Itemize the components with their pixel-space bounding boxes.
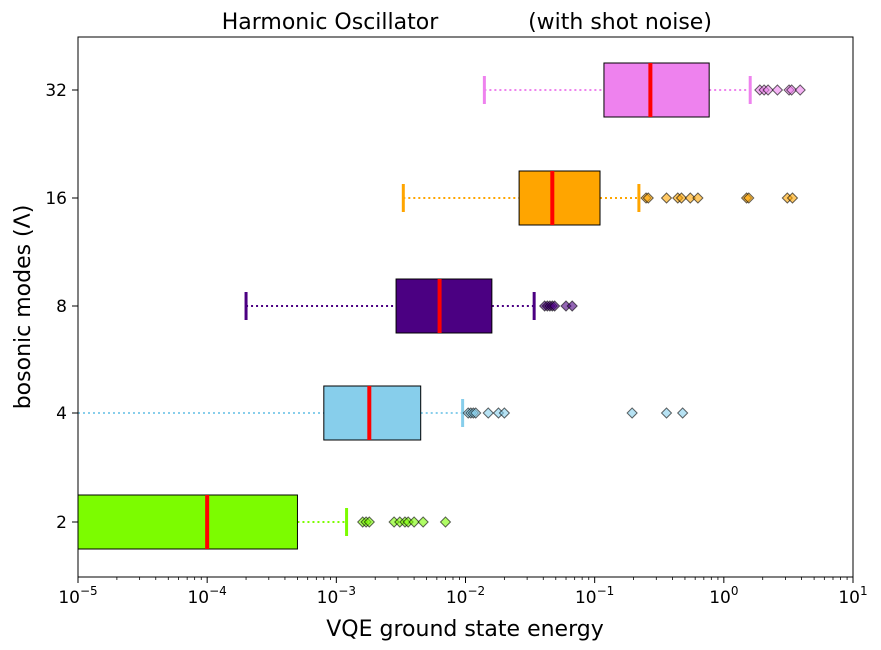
x-tick-label-1: 10−4 — [187, 584, 226, 608]
plot-area: 10−5 10−4 10−3 10−2 10−1 100 101 2 4 8 16 32 — [45, 36, 868, 608]
y-tick-label-32: 32 — [45, 81, 67, 101]
y-tick-label-4: 4 — [56, 404, 67, 424]
box-8 — [395, 278, 493, 334]
outlier-16-5 — [684, 192, 697, 204]
box-4 — [323, 385, 422, 441]
y-tick-label-16: 16 — [45, 189, 67, 209]
x-tick-label-3: 10−2 — [446, 584, 485, 608]
outlier-8-6 — [566, 300, 578, 312]
y-tick-label-8: 8 — [56, 297, 67, 317]
outlier-16-10 — [786, 192, 799, 204]
outlier-2-2 — [363, 516, 376, 528]
outlier-32-2 — [762, 84, 774, 96]
outlier-16-8 — [743, 192, 755, 204]
outlier-4-6 — [498, 407, 511, 419]
x-axis-title: VQE ground state energy — [326, 617, 603, 642]
outlier-2-8 — [417, 516, 429, 528]
outlier-2-7 — [408, 516, 420, 528]
box-32 — [603, 62, 710, 118]
outlier-4-8 — [660, 407, 673, 419]
outlier-16-2 — [660, 192, 673, 204]
box-16 — [518, 170, 601, 226]
outlier-8-4 — [548, 300, 561, 312]
outlier-32-6 — [794, 84, 806, 96]
outlier-4-7 — [626, 407, 638, 419]
chart-title-right: (with shot noise) — [528, 10, 712, 35]
x-tick-label-0: 10−5 — [58, 584, 97, 608]
outlier-4-9 — [676, 407, 689, 419]
outlier-16-1 — [642, 192, 654, 204]
outlier-32-5 — [785, 84, 798, 96]
outlier-16-6 — [692, 192, 704, 204]
x-tick-label-4: 10−1 — [575, 584, 614, 608]
outlier-16-4 — [675, 192, 688, 204]
y-tick-label-2: 2 — [56, 513, 67, 533]
outlier-4-4 — [482, 407, 494, 419]
box-2 — [78, 494, 298, 550]
x-tick-label-5: 100 — [709, 584, 738, 608]
outlier-32-3 — [771, 84, 784, 96]
y-axis-title: bosonic modes (Λ) — [11, 205, 36, 410]
x-tick-label-2: 10−3 — [317, 584, 356, 608]
outlier-2-9 — [439, 516, 452, 528]
chart-title-left: Harmonic Oscillator — [222, 10, 439, 35]
x-tick-label-6: 101 — [838, 584, 867, 608]
box-series-group — [78, 62, 806, 550]
outlier-4-3 — [470, 407, 482, 419]
